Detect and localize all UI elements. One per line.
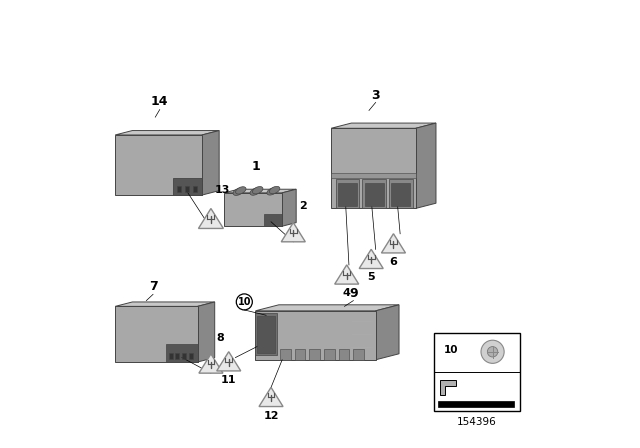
Text: 11: 11	[221, 375, 236, 385]
Polygon shape	[376, 305, 399, 360]
Ellipse shape	[269, 186, 280, 194]
Text: 7: 7	[148, 280, 157, 293]
Ellipse shape	[233, 188, 243, 195]
Bar	[280, 349, 291, 360]
Polygon shape	[255, 311, 376, 360]
Polygon shape	[115, 130, 219, 135]
Polygon shape	[335, 265, 359, 284]
Circle shape	[481, 340, 504, 363]
Polygon shape	[381, 234, 406, 253]
Bar	[175, 353, 179, 359]
Polygon shape	[331, 172, 416, 178]
Text: 13: 13	[214, 185, 230, 195]
Polygon shape	[173, 178, 202, 195]
Polygon shape	[362, 180, 386, 208]
Circle shape	[487, 347, 498, 357]
Polygon shape	[365, 183, 383, 206]
Bar	[294, 349, 305, 360]
Text: 8: 8	[217, 333, 225, 343]
Polygon shape	[115, 302, 214, 306]
Polygon shape	[281, 223, 305, 242]
Text: 12: 12	[263, 411, 279, 421]
Polygon shape	[255, 313, 277, 355]
Bar	[353, 349, 364, 360]
Polygon shape	[331, 128, 416, 208]
Polygon shape	[199, 354, 223, 373]
Polygon shape	[264, 214, 282, 226]
Polygon shape	[115, 306, 198, 362]
Polygon shape	[440, 380, 456, 396]
Bar	[182, 353, 186, 359]
Polygon shape	[257, 316, 275, 353]
Polygon shape	[259, 388, 283, 406]
Polygon shape	[416, 123, 436, 208]
Text: 1: 1	[251, 160, 260, 173]
Polygon shape	[224, 193, 282, 226]
Polygon shape	[391, 183, 410, 206]
Text: 10: 10	[237, 297, 251, 307]
Text: 9: 9	[349, 287, 358, 300]
Bar	[309, 349, 320, 360]
Polygon shape	[115, 135, 202, 195]
Text: 14: 14	[151, 95, 168, 108]
Bar	[177, 186, 180, 192]
Polygon shape	[338, 183, 357, 206]
Bar	[339, 349, 349, 360]
Bar	[189, 353, 193, 359]
Polygon shape	[224, 189, 296, 193]
Bar	[168, 353, 173, 359]
Bar	[324, 349, 335, 360]
Polygon shape	[282, 189, 296, 226]
Ellipse shape	[267, 188, 277, 195]
Text: 3: 3	[371, 89, 380, 102]
Polygon shape	[255, 305, 399, 311]
Polygon shape	[166, 344, 198, 362]
Text: 10: 10	[444, 345, 458, 355]
Bar	[193, 186, 196, 192]
Text: 4: 4	[343, 288, 351, 297]
Text: 154396: 154396	[457, 417, 497, 427]
Bar	[185, 186, 189, 192]
Ellipse shape	[236, 187, 246, 194]
Text: 6: 6	[390, 257, 397, 267]
Ellipse shape	[253, 186, 263, 194]
Polygon shape	[202, 130, 219, 195]
Polygon shape	[198, 302, 214, 362]
FancyBboxPatch shape	[433, 333, 520, 411]
Polygon shape	[335, 180, 359, 208]
Polygon shape	[389, 180, 413, 208]
Polygon shape	[198, 208, 223, 228]
Text: 2: 2	[300, 201, 307, 211]
Ellipse shape	[250, 188, 260, 195]
Bar	[438, 401, 514, 406]
Polygon shape	[331, 123, 436, 128]
Polygon shape	[359, 249, 383, 268]
Polygon shape	[217, 352, 241, 371]
Text: 5: 5	[367, 272, 375, 282]
